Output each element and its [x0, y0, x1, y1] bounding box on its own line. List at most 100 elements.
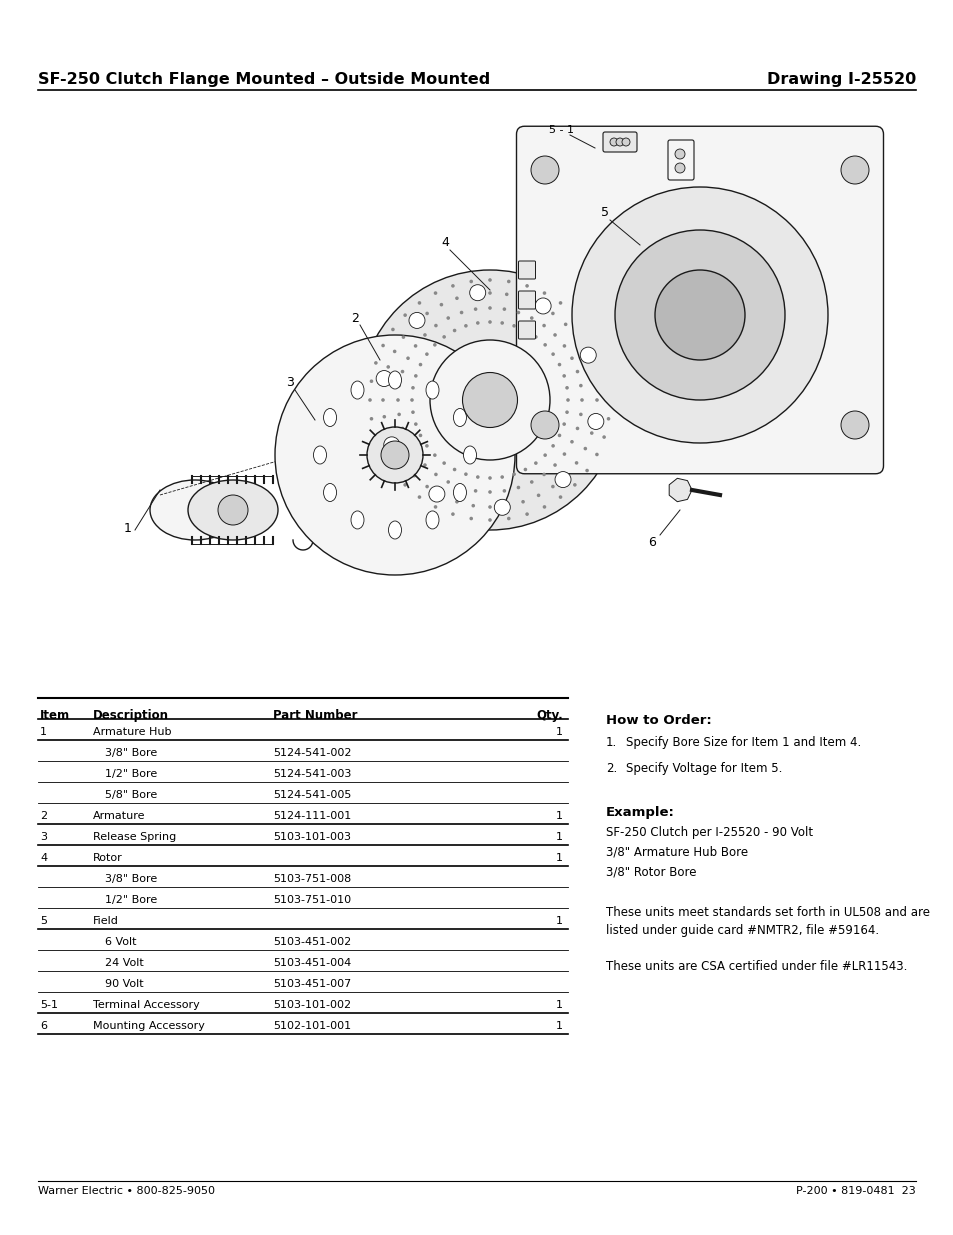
FancyBboxPatch shape	[667, 140, 693, 180]
Circle shape	[446, 316, 450, 320]
Circle shape	[471, 504, 475, 508]
Text: Armature: Armature	[93, 811, 146, 821]
Circle shape	[433, 453, 436, 457]
Circle shape	[595, 343, 598, 347]
Ellipse shape	[351, 382, 364, 399]
Circle shape	[386, 366, 390, 369]
Text: Qty.: Qty.	[536, 709, 562, 722]
Circle shape	[606, 417, 610, 421]
Circle shape	[531, 156, 558, 184]
Circle shape	[414, 345, 416, 348]
Ellipse shape	[188, 480, 277, 540]
Circle shape	[406, 357, 410, 361]
Text: 5103-751-008: 5103-751-008	[273, 874, 351, 884]
Circle shape	[434, 291, 436, 295]
Circle shape	[595, 398, 598, 401]
Text: 6: 6	[647, 536, 656, 548]
Circle shape	[558, 495, 561, 499]
Circle shape	[451, 513, 455, 516]
Circle shape	[601, 361, 605, 364]
Circle shape	[572, 186, 827, 443]
Circle shape	[401, 461, 405, 464]
Circle shape	[488, 291, 492, 295]
Circle shape	[553, 333, 557, 337]
Circle shape	[841, 411, 868, 438]
Circle shape	[400, 426, 404, 430]
Circle shape	[442, 335, 445, 338]
Ellipse shape	[323, 483, 336, 501]
Circle shape	[608, 398, 611, 401]
Circle shape	[218, 495, 248, 525]
Text: 4: 4	[440, 236, 449, 249]
Text: 1/2" Bore: 1/2" Bore	[105, 769, 157, 779]
Text: 1: 1	[555, 832, 562, 842]
Circle shape	[562, 345, 566, 348]
Ellipse shape	[351, 511, 364, 529]
Circle shape	[575, 369, 578, 373]
Text: 3/8" Rotor Bore: 3/8" Rotor Bore	[605, 866, 696, 879]
Circle shape	[555, 472, 571, 488]
Circle shape	[451, 284, 455, 288]
Circle shape	[425, 445, 428, 447]
Circle shape	[488, 490, 492, 494]
Circle shape	[564, 387, 568, 389]
Circle shape	[359, 270, 619, 530]
Circle shape	[589, 366, 593, 369]
Text: 1.: 1.	[605, 736, 617, 748]
Circle shape	[488, 519, 492, 522]
Circle shape	[551, 352, 555, 356]
Circle shape	[523, 468, 527, 472]
Circle shape	[551, 485, 554, 488]
FancyBboxPatch shape	[602, 132, 637, 152]
Circle shape	[476, 475, 479, 479]
Circle shape	[395, 398, 399, 401]
Circle shape	[541, 324, 545, 327]
Circle shape	[433, 343, 436, 347]
Circle shape	[459, 311, 463, 314]
Circle shape	[488, 278, 492, 282]
Circle shape	[506, 279, 510, 283]
Circle shape	[616, 138, 623, 146]
Text: Armature Hub: Armature Hub	[93, 726, 172, 737]
Circle shape	[446, 480, 450, 484]
Circle shape	[474, 308, 476, 311]
Ellipse shape	[462, 373, 517, 427]
Circle shape	[504, 504, 508, 508]
Circle shape	[414, 452, 416, 456]
Circle shape	[409, 312, 424, 329]
Circle shape	[551, 311, 554, 315]
Text: 5103-751-010: 5103-751-010	[273, 895, 351, 905]
Text: These units are CSA certified under file #LR11543.: These units are CSA certified under file…	[605, 960, 906, 973]
FancyBboxPatch shape	[516, 126, 882, 474]
Circle shape	[453, 329, 456, 332]
Circle shape	[531, 411, 558, 438]
FancyBboxPatch shape	[518, 321, 535, 338]
Circle shape	[429, 487, 444, 503]
Circle shape	[469, 285, 485, 300]
Text: 1: 1	[555, 1000, 562, 1010]
Circle shape	[841, 156, 868, 184]
Circle shape	[423, 463, 426, 467]
Circle shape	[393, 350, 396, 353]
Circle shape	[564, 410, 568, 414]
Circle shape	[535, 298, 551, 314]
Text: 1: 1	[124, 521, 132, 535]
Circle shape	[439, 303, 443, 306]
Circle shape	[455, 296, 458, 300]
Text: 5103-101-003: 5103-101-003	[273, 832, 351, 842]
Text: 4: 4	[40, 853, 48, 863]
FancyBboxPatch shape	[518, 291, 535, 309]
Circle shape	[563, 322, 567, 326]
Circle shape	[476, 321, 479, 325]
Circle shape	[469, 279, 473, 283]
Text: 2.: 2.	[605, 762, 617, 774]
Text: 5: 5	[600, 206, 608, 220]
Circle shape	[574, 336, 578, 338]
Circle shape	[579, 347, 596, 363]
Text: Specify Bore Size for Item 1 and Item 4.: Specify Bore Size for Item 1 and Item 4.	[625, 736, 861, 748]
Text: Terminal Accessory: Terminal Accessory	[93, 1000, 200, 1010]
Circle shape	[615, 230, 784, 400]
Circle shape	[578, 412, 582, 416]
Circle shape	[562, 452, 566, 456]
Circle shape	[474, 489, 476, 493]
